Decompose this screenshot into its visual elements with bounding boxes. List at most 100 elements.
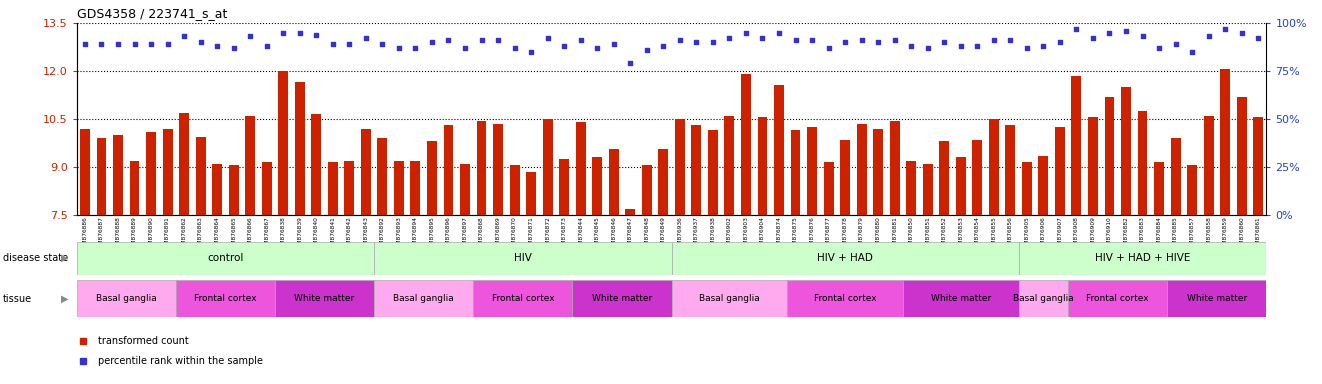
- Bar: [1088, 118, 1099, 215]
- Bar: [147, 132, 156, 215]
- Point: [356, 35, 377, 41]
- Bar: [374, 242, 672, 275]
- Bar: [1018, 242, 1266, 275]
- Bar: [543, 119, 553, 215]
- Bar: [344, 161, 354, 215]
- Point: [719, 35, 740, 41]
- Point: [290, 30, 311, 36]
- Point: [1215, 26, 1236, 32]
- Text: disease state: disease state: [3, 253, 67, 263]
- Bar: [1253, 118, 1264, 215]
- Point: [834, 39, 855, 45]
- Point: [933, 39, 954, 45]
- Bar: [1105, 97, 1114, 215]
- Point: [1099, 30, 1120, 36]
- Point: [702, 39, 723, 45]
- Text: White matter: White matter: [931, 294, 992, 303]
- Point: [1231, 30, 1252, 36]
- Bar: [788, 280, 903, 317]
- Bar: [427, 141, 438, 215]
- Text: transformed count: transformed count: [98, 336, 189, 346]
- Point: [735, 30, 756, 36]
- Point: [1198, 33, 1219, 40]
- Point: [1017, 45, 1038, 51]
- Text: HIV: HIV: [514, 253, 531, 263]
- Point: [239, 33, 260, 40]
- Text: GDS4358 / 223741_s_at: GDS4358 / 223741_s_at: [77, 7, 227, 20]
- Bar: [279, 71, 288, 215]
- Bar: [672, 242, 1018, 275]
- Point: [603, 41, 624, 47]
- Bar: [1167, 280, 1266, 317]
- Text: White matter: White matter: [592, 294, 652, 303]
- Point: [471, 37, 492, 43]
- Point: [305, 31, 327, 38]
- Text: Basal ganglia: Basal ganglia: [699, 294, 760, 303]
- Text: percentile rank within the sample: percentile rank within the sample: [98, 356, 263, 366]
- Bar: [130, 161, 140, 215]
- Point: [371, 41, 393, 47]
- Point: [74, 41, 95, 47]
- Bar: [609, 149, 619, 215]
- Point: [1083, 35, 1104, 41]
- Bar: [1022, 162, 1032, 215]
- Point: [917, 45, 939, 51]
- Point: [1248, 35, 1269, 41]
- Text: Basal ganglia: Basal ganglia: [97, 294, 156, 303]
- Point: [999, 37, 1021, 43]
- Point: [785, 37, 806, 43]
- Point: [389, 45, 410, 51]
- Bar: [1171, 138, 1181, 215]
- Point: [801, 37, 822, 43]
- Point: [405, 45, 426, 51]
- Point: [157, 41, 178, 47]
- Bar: [312, 114, 321, 215]
- Point: [818, 45, 839, 51]
- Point: [190, 39, 212, 45]
- Text: HIV + HAD + HIVE: HIV + HAD + HIVE: [1095, 253, 1190, 263]
- Bar: [176, 280, 275, 317]
- Point: [1165, 41, 1186, 47]
- Text: Basal ganglia: Basal ganglia: [394, 294, 453, 303]
- Bar: [857, 124, 867, 215]
- Bar: [642, 166, 652, 215]
- Bar: [1204, 116, 1214, 215]
- Bar: [903, 280, 1018, 317]
- Text: ▶: ▶: [61, 253, 69, 263]
- Bar: [328, 162, 338, 215]
- Point: [867, 39, 888, 45]
- Bar: [956, 157, 966, 215]
- Point: [1182, 49, 1203, 55]
- Bar: [196, 137, 206, 215]
- Point: [669, 37, 690, 43]
- Point: [587, 45, 608, 51]
- Text: tissue: tissue: [3, 293, 32, 304]
- Point: [1116, 28, 1137, 34]
- Point: [620, 60, 641, 66]
- Bar: [77, 280, 176, 317]
- Bar: [907, 161, 916, 215]
- Bar: [493, 124, 502, 215]
- Bar: [592, 157, 603, 215]
- Point: [951, 43, 972, 49]
- Bar: [229, 166, 239, 215]
- Bar: [526, 172, 537, 215]
- Point: [272, 30, 293, 36]
- Bar: [1187, 166, 1198, 215]
- Bar: [114, 135, 123, 215]
- Bar: [180, 113, 189, 215]
- Point: [537, 35, 558, 41]
- Text: ▶: ▶: [61, 293, 69, 304]
- Point: [884, 37, 906, 43]
- Bar: [676, 119, 685, 215]
- Point: [1050, 39, 1071, 45]
- Bar: [295, 82, 305, 215]
- Point: [900, 43, 921, 49]
- Bar: [625, 209, 636, 215]
- Point: [768, 30, 789, 36]
- Text: Frontal cortex: Frontal cortex: [1087, 294, 1149, 303]
- Bar: [97, 138, 106, 215]
- Bar: [559, 159, 570, 215]
- Point: [338, 41, 360, 47]
- Bar: [775, 86, 784, 215]
